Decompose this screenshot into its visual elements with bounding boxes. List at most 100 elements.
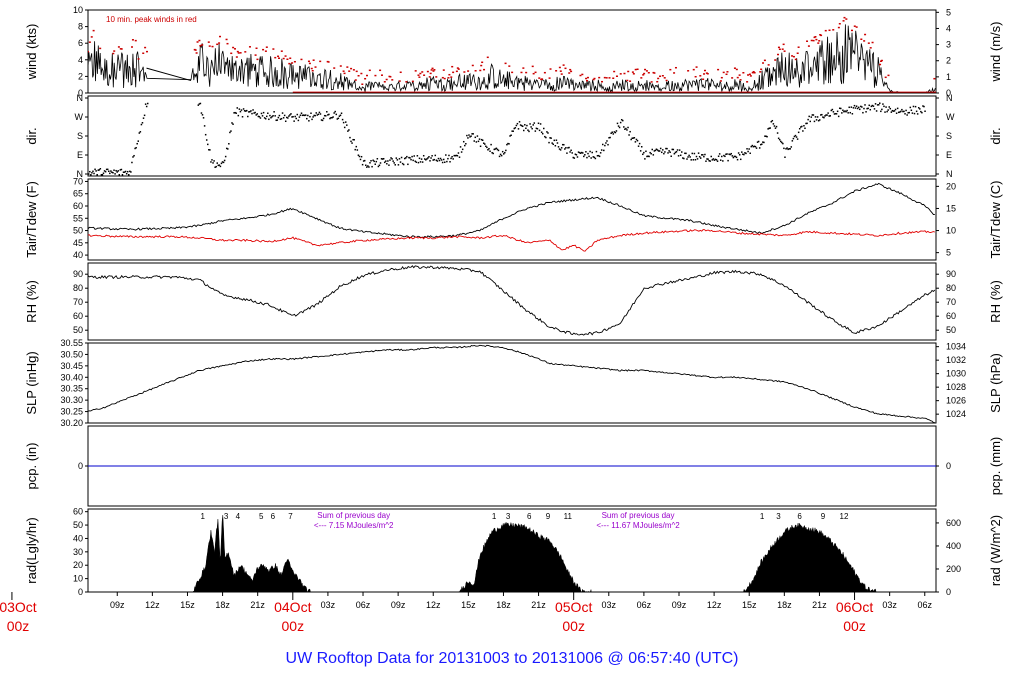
- direction-point: [104, 170, 107, 173]
- time-tick-label: 03z: [321, 600, 336, 610]
- direction-point: [467, 137, 469, 139]
- direction-point: [115, 169, 117, 172]
- direction-point: [592, 156, 595, 158]
- direction-point: [267, 112, 269, 115]
- direction-point: [229, 131, 231, 134]
- direction-point: [649, 151, 651, 154]
- direction-point: [779, 140, 782, 143]
- direction-point: [639, 150, 642, 152]
- direction-point: [637, 145, 640, 147]
- direction-point: [735, 156, 738, 159]
- direction-point: [370, 160, 372, 162]
- direction-point: [241, 116, 244, 118]
- right-tick-label: 0: [946, 461, 951, 471]
- direction-point: [678, 149, 681, 151]
- direction-point: [317, 113, 320, 116]
- direction-point: [279, 118, 282, 121]
- wind-peak-mark: [653, 72, 656, 74]
- direction-point: [234, 111, 236, 114]
- direction-point: [672, 148, 675, 151]
- direction-point: [322, 117, 325, 120]
- wind-peak-mark: [474, 70, 477, 72]
- direction-point: [619, 121, 622, 124]
- direction-point: [245, 109, 248, 112]
- wind-peak-mark: [379, 69, 382, 72]
- direction-point: [277, 116, 280, 119]
- direction-point: [257, 115, 260, 118]
- direction-point: [224, 155, 227, 158]
- left-tick-label: E: [77, 150, 83, 160]
- direction-point: [254, 111, 256, 114]
- direction-point: [570, 149, 572, 152]
- right-tick-label: 1: [946, 72, 951, 82]
- direction-point: [276, 119, 279, 121]
- direction-point: [280, 117, 283, 120]
- direction-point: [809, 120, 811, 123]
- wind-peak-mark: [603, 76, 606, 79]
- wind-peak-mark: [88, 41, 91, 43]
- direction-point: [530, 126, 532, 128]
- wind-peak-mark: [777, 46, 780, 49]
- direction-point: [126, 170, 129, 173]
- radiation-sum-label: <--- 11.67 MJoules/m^2: [596, 521, 680, 530]
- direction-point: [702, 154, 704, 156]
- wind-peak-mark: [350, 67, 353, 70]
- direction-point: [373, 160, 375, 163]
- direction-point: [402, 163, 405, 166]
- wind-peak-mark: [751, 71, 754, 74]
- direction-point: [132, 156, 134, 158]
- wind-peak-mark: [586, 79, 589, 82]
- direction-point: [125, 172, 128, 175]
- direction-point: [281, 112, 284, 114]
- direction-point: [459, 146, 462, 148]
- direction-point: [882, 103, 884, 105]
- direction-point: [258, 115, 261, 118]
- wind-peak-mark: [791, 55, 794, 57]
- direction-point: [905, 109, 907, 112]
- direction-point: [235, 112, 237, 114]
- direction-point: [315, 112, 318, 114]
- direction-point: [673, 152, 676, 155]
- direction-point: [714, 158, 717, 161]
- direction-point: [348, 129, 350, 131]
- hour-label: 6: [271, 512, 276, 521]
- wind-peak-mark: [99, 47, 102, 50]
- direction-point: [312, 116, 314, 118]
- wind-peak-mark: [534, 71, 537, 74]
- direction-point: [646, 155, 648, 158]
- direction-point: [567, 147, 569, 149]
- direction-point: [396, 159, 399, 161]
- direction-point: [239, 110, 242, 113]
- direction-point: [412, 159, 414, 162]
- right-tick-label: 1030: [946, 369, 966, 379]
- direction-point: [597, 154, 600, 157]
- wind-peak-mark: [586, 76, 589, 79]
- direction-point: [737, 152, 740, 154]
- direction-point: [113, 169, 115, 171]
- direction-point: [269, 114, 271, 117]
- wind-peak-mark: [255, 47, 258, 50]
- direction-point: [116, 171, 118, 173]
- direction-point: [263, 117, 266, 119]
- wind-peak-mark: [219, 35, 222, 38]
- wind-peak-mark: [405, 81, 408, 83]
- direction-point: [765, 135, 767, 137]
- wind-peak-mark: [343, 72, 346, 75]
- wind-peak-mark: [131, 46, 134, 48]
- wind-peak-mark: [659, 75, 662, 78]
- wind-peak-mark: [339, 65, 342, 67]
- wind-peak-mark: [277, 57, 280, 59]
- direction-point: [207, 143, 209, 146]
- wind-peak-mark: [612, 77, 615, 80]
- direction-point: [585, 151, 587, 153]
- direction-point: [293, 120, 295, 122]
- wind-peak-mark: [385, 78, 388, 81]
- direction-point: [892, 110, 895, 112]
- direction-point: [497, 149, 500, 152]
- direction-point: [417, 161, 420, 164]
- direction-point: [268, 118, 270, 121]
- direction-point: [645, 150, 647, 153]
- time-tick-label: 18z: [496, 600, 511, 610]
- right-tick-label: 600: [946, 518, 961, 528]
